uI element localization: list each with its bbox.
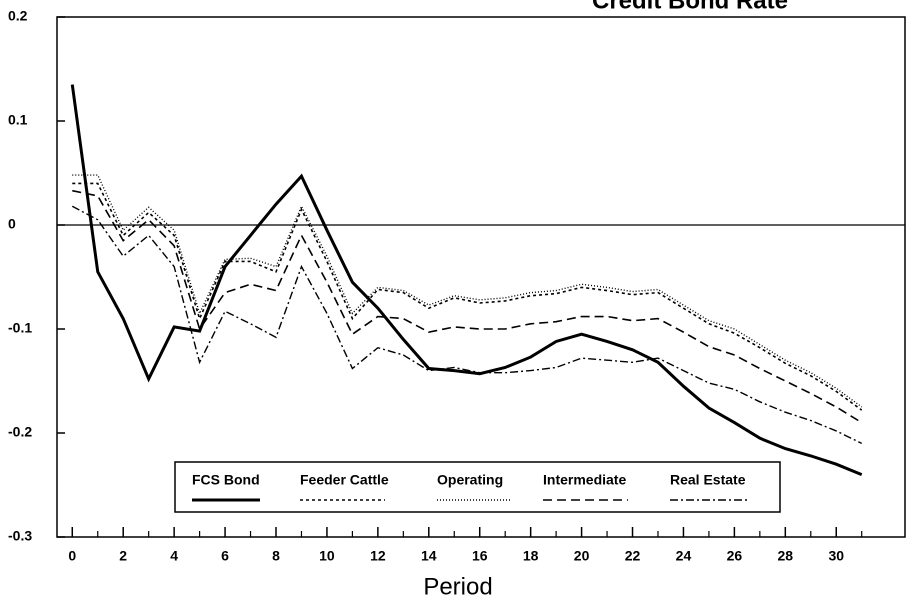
series-line (70, 84, 863, 476)
x-tick-label: 0 (68, 548, 76, 564)
y-tick-label: -0.2 (8, 424, 32, 440)
series-line (72, 174, 863, 408)
x-tick-label: 16 (472, 548, 488, 564)
legend-label: Intermediate (543, 472, 626, 488)
series-line (72, 189, 863, 424)
legend-label: FCS Bond (192, 472, 260, 488)
x-tick-label: 10 (319, 548, 335, 564)
x-tick-label: 2 (119, 548, 127, 564)
y-tick-label: 0.2 (8, 8, 28, 24)
x-tick-label: 26 (727, 548, 743, 564)
x-tick-label: 12 (370, 548, 386, 564)
x-tick-label: 4 (170, 548, 178, 564)
series-line (71, 205, 863, 445)
x-tick-label: 22 (625, 548, 641, 564)
legend-label: Operating (437, 472, 503, 488)
x-tick-label: 14 (421, 548, 437, 564)
y-tick-label: -0.3 (8, 528, 32, 544)
x-tick-label: 30 (828, 548, 844, 564)
plot-frame (56, 16, 906, 538)
y-tick-label: 0 (8, 216, 16, 232)
legend-box (174, 461, 781, 513)
x-tick-label: 8 (272, 548, 280, 564)
y-tick-label: 0.1 (8, 112, 28, 128)
chart-title: Credit Bond Rate (592, 0, 788, 14)
x-tick-label: 24 (676, 548, 692, 564)
x-tick-label: 18 (523, 548, 539, 564)
legend-label: Feeder Cattle (300, 472, 389, 488)
series-line (72, 182, 863, 411)
legend-label: Real Estate (670, 472, 746, 488)
y-tick-label: -0.1 (8, 320, 32, 336)
x-tick-label: 6 (221, 548, 229, 564)
x-tick-label: 20 (574, 548, 590, 564)
x-axis-label: Period (423, 573, 492, 600)
x-tick-label: 28 (778, 548, 794, 564)
